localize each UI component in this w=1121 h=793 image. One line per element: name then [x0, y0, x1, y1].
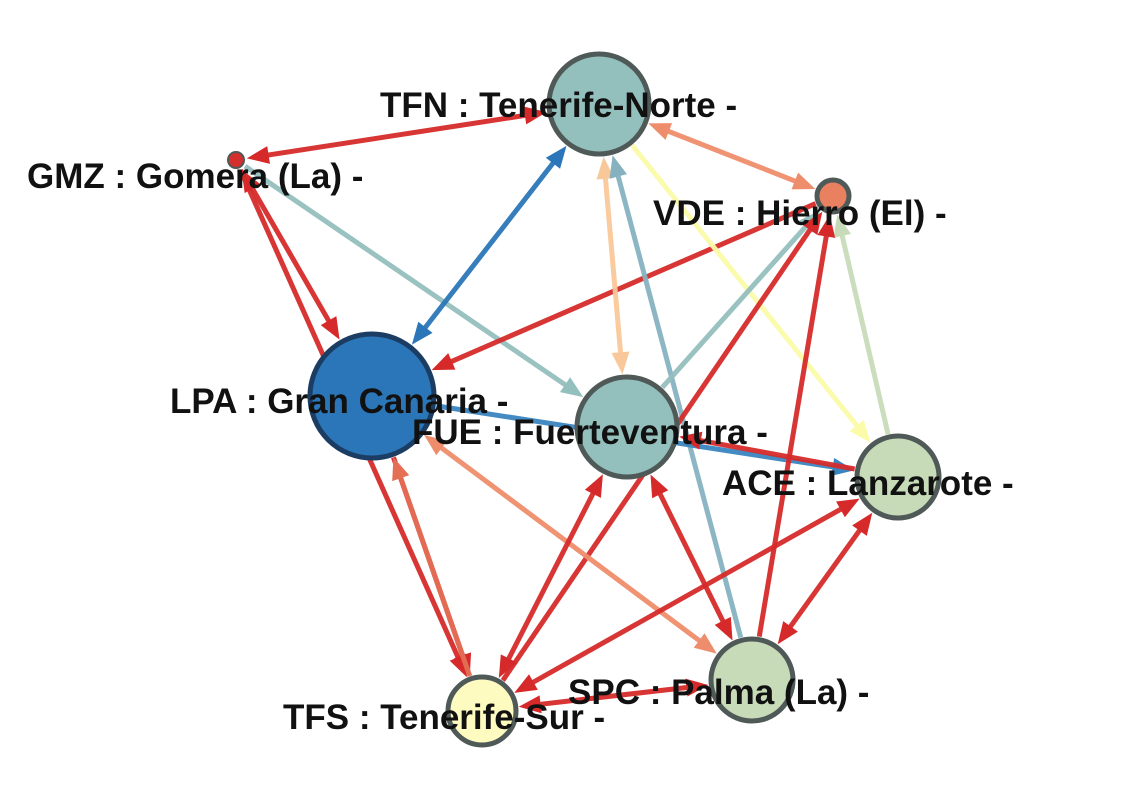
- arrowhead-tfs-ace: [836, 498, 860, 518]
- node-label-gmz: GMZ : Gomera (La) -: [27, 157, 363, 196]
- edge-gmz-fue: [243, 164, 574, 392]
- edge-spc-tfn: [613, 168, 744, 639]
- edge-gmz-tfn: [260, 111, 534, 159]
- arrowhead-ace-tfs: [514, 674, 538, 693]
- node-tfs: [445, 674, 519, 748]
- edge-tfs-lpa: [395, 469, 473, 677]
- edge-vde-lpa: [443, 201, 817, 367]
- arrowhead-tfs-lpa: [392, 457, 410, 482]
- edge-ace-vde: [838, 227, 891, 435]
- arrowhead-fue-tfn: [596, 156, 615, 180]
- arrowhead-lpa-tfn: [545, 145, 567, 169]
- edge-ace-tfs: [525, 503, 849, 689]
- edge-gmz-lpa: [246, 180, 335, 329]
- arrowhead-tfs-spc: [685, 678, 709, 697]
- arrowhead-vde-tfn: [648, 123, 673, 140]
- edge-tfn-vde: [660, 126, 804, 187]
- arrowhead-gmz-fue: [559, 377, 584, 398]
- node-label-spc: SPC : Palma (La) -: [568, 673, 869, 712]
- arrowhead-spc-ace: [852, 512, 873, 536]
- edge-tfs-spc: [532, 684, 695, 708]
- arrowhead-vde-lpa: [431, 353, 456, 371]
- arrowhead-fue-tfs: [498, 654, 517, 679]
- arrowhead-tfn-ace: [849, 419, 871, 443]
- edge-tfn-fue: [602, 170, 624, 361]
- arrowhead-spc-vde: [817, 214, 836, 238]
- arrowhead-tfn-gmz: [246, 146, 270, 164]
- arrowhead-ace-fue: [679, 431, 703, 450]
- node-label-vde: VDE : Hierro (El) -: [653, 194, 947, 233]
- arrowhead-spc-tfn: [609, 155, 627, 179]
- edge-fue-vde: [660, 218, 813, 390]
- edge-ace-spc: [783, 522, 867, 635]
- node-gmz: [227, 151, 245, 169]
- arrowhead-spc-tfs: [518, 695, 542, 714]
- labels-layer: TFN : Tenerife-Norte - GMZ : Gomera (La)…: [27, 86, 1014, 737]
- arrowhead-tfn-fue: [611, 351, 630, 375]
- edge-spc-vde: [756, 228, 831, 638]
- arrowhead-tfs-vde: [802, 211, 823, 235]
- node-fue: [574, 374, 680, 480]
- arrowhead-spc-lpa: [424, 434, 448, 456]
- edge-fue-tfs: [502, 485, 599, 667]
- arrowhead-gmz-lpa: [320, 316, 340, 340]
- arrowhead-tfn-vde: [791, 172, 816, 190]
- arrowhead-tfn-lpa: [411, 321, 433, 345]
- node-label-tfs: TFS : Tenerife-Sur -: [283, 698, 605, 737]
- edge-tfn-ace: [630, 143, 864, 434]
- arrowhead-tfs-fue: [584, 474, 603, 498]
- edge-ace-fue: [692, 436, 856, 472]
- node-label-lpa: LPA : Gran Canaria -: [170, 382, 508, 421]
- edge-lpa-tfn: [418, 155, 560, 336]
- arrowhead-gmz-tfn: [523, 106, 547, 125]
- nodes-layer: [227, 51, 942, 748]
- arrowhead-lpa-spc: [693, 633, 717, 654]
- node-label-tfn: TFN : Tenerife-Norte -: [380, 86, 737, 125]
- node-tfn: [546, 51, 652, 157]
- arrowhead-ace-vde: [833, 214, 852, 238]
- node-label-ace: ACE : Lanzarote -: [722, 464, 1014, 503]
- node-vde: [814, 177, 852, 215]
- arrowhead-fue-spc: [714, 616, 733, 641]
- edge-fue-spc: [654, 485, 729, 630]
- arrowhead-spc-fue: [650, 474, 669, 499]
- edge-spc-lpa: [433, 441, 708, 648]
- node-spc: [708, 636, 796, 724]
- node-ace: [854, 433, 942, 521]
- arrowhead-ace-spc: [777, 621, 798, 645]
- node-label-fue: FUE : Fuerteventura -: [412, 413, 768, 452]
- node-lpa: [307, 331, 437, 461]
